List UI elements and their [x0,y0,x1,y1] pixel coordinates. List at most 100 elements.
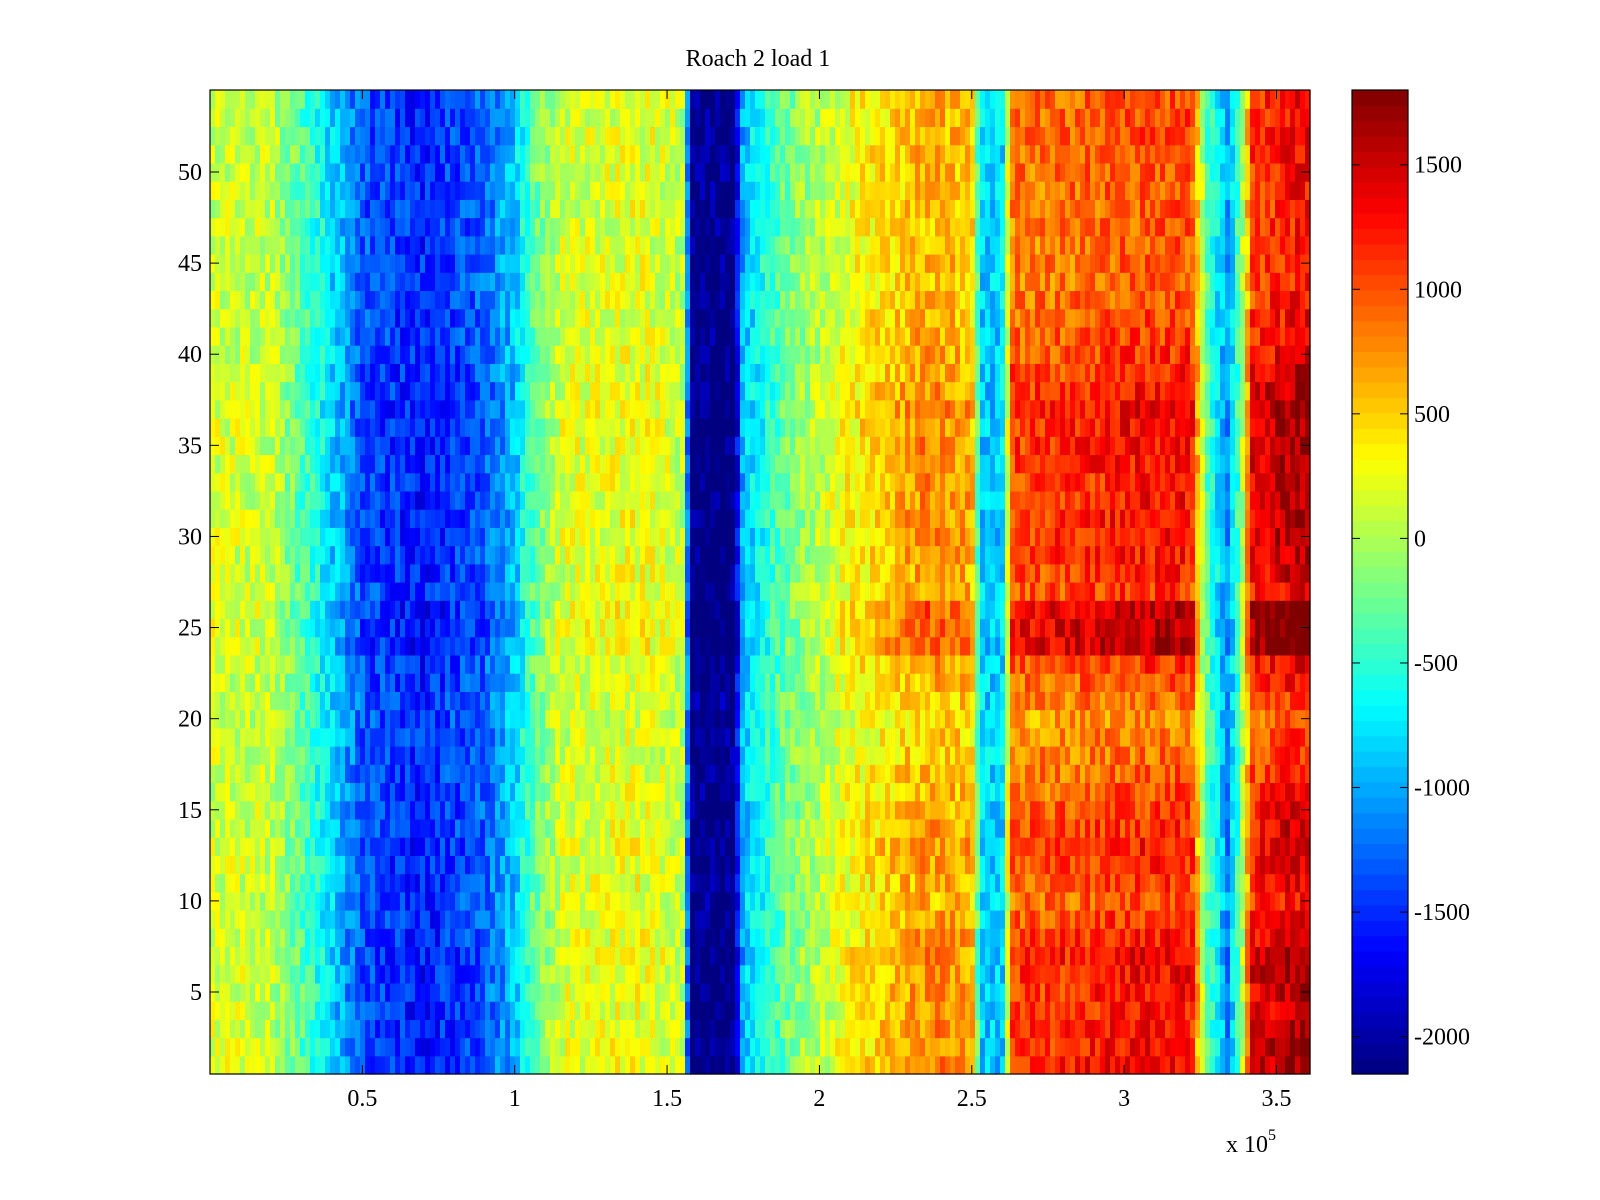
heatmap-cell [675,654,681,674]
heatmap-cell [990,673,996,692]
heatmap-cell [735,709,741,729]
heatmap-cell [585,873,591,893]
heatmap-cell [505,946,511,966]
heatmap-cell [940,946,946,966]
heatmap-cell [890,855,896,875]
heatmap-cell [710,964,716,984]
heatmap-cell [780,746,786,765]
heatmap-cell [580,873,586,893]
heatmap-cell [1115,764,1121,784]
heatmap-cell [250,964,256,984]
heatmap-cell [1080,1019,1086,1039]
heatmap-cell [525,873,531,893]
heatmap-cell [530,837,536,856]
heatmap-cell [1190,1001,1196,1020]
heatmap-cell [430,673,436,692]
heatmap-cell [335,746,341,765]
heatmap-cell [660,855,666,875]
heatmap-cell [890,891,896,911]
heatmap-cell [1110,764,1116,784]
heatmap-cell [1300,764,1306,784]
heatmap-cell [220,946,226,966]
heatmap-cell [1150,873,1156,893]
heatmap-cell [500,1055,506,1075]
heatmap-cell [1260,837,1266,856]
heatmap-cell [1275,1001,1281,1020]
heatmap-cell [495,818,501,838]
heatmap-cell [570,691,576,711]
heatmap-cell [1200,891,1206,911]
heatmap-cell [400,818,406,838]
heatmap-cell [720,928,726,948]
heatmap-cell [1200,1037,1206,1057]
heatmap-cell [370,855,376,875]
heatmap-cell [465,1019,471,1039]
heatmap-cell [720,910,726,929]
heatmap-cell [1080,727,1086,747]
heatmap-cell [1165,1055,1171,1075]
heatmap-cell [345,1019,351,1039]
heatmap-cell [750,764,756,784]
heatmap-cell [455,764,461,784]
heatmap-cell [1095,855,1101,875]
heatmap-cell [1015,1019,1021,1039]
heatmap-cell [405,1055,411,1075]
heatmap-cell [385,928,391,948]
heatmap-cell [225,727,231,747]
heatmap-cell [955,873,961,893]
heatmap-cell [670,928,676,948]
heatmap-cell [1010,964,1016,984]
heatmap-cell [470,1019,476,1039]
heatmap-cell [345,982,351,1002]
heatmap-cell [1210,1055,1216,1075]
heatmap-cell [1065,873,1071,893]
heatmap-cell [930,1001,936,1020]
heatmap-cell [1185,946,1191,966]
heatmap-cell [1055,946,1061,966]
heatmap-cell [1045,855,1051,875]
heatmap-cell [805,855,811,875]
heatmap-cell [1245,709,1251,729]
heatmap-cell [235,873,241,893]
heatmap-cell [1065,910,1071,929]
heatmap-cell [440,910,446,929]
heatmap-cell [320,673,326,692]
heatmap-cell [1000,800,1006,820]
heatmap-cell [280,855,286,875]
heatmap-cell [995,1019,1001,1039]
heatmap-cell [1095,673,1101,692]
heatmap-cell [915,727,921,747]
heatmap-cell [735,891,741,911]
heatmap-cell [410,855,416,875]
heatmap-cell [665,673,671,692]
heatmap-cell [805,709,811,729]
heatmap-cell [310,800,316,820]
heatmap-cell [1035,928,1041,948]
heatmap-cell [1275,746,1281,765]
heatmap-cell [755,709,761,729]
heatmap-cell [910,928,916,948]
heatmap-cell [570,818,576,838]
heatmap-cell [1295,673,1301,692]
heatmap-cell [1065,1037,1071,1057]
heatmap-cell [1035,746,1041,765]
heatmap-cell [230,1001,236,1020]
heatmap-cell [1065,855,1071,875]
heatmap-cell [745,1019,751,1039]
heatmap-cell [265,1055,271,1075]
heatmap-cell [1205,910,1211,929]
heatmap-cell [820,782,826,802]
heatmap-cell [365,855,371,875]
heatmap-cell [385,673,391,692]
heatmap-cell [320,891,326,911]
heatmap-cell [1035,873,1041,893]
heatmap-cell [615,1001,621,1020]
heatmap-cell [330,709,336,729]
heatmap-cell [675,782,681,802]
heatmap-cell [785,709,791,729]
heatmap-cell [235,709,241,729]
heatmap-cell [260,982,266,1002]
heatmap-cell [1175,800,1181,820]
heatmap-cell [1040,891,1046,911]
heatmap-cell [660,964,666,984]
